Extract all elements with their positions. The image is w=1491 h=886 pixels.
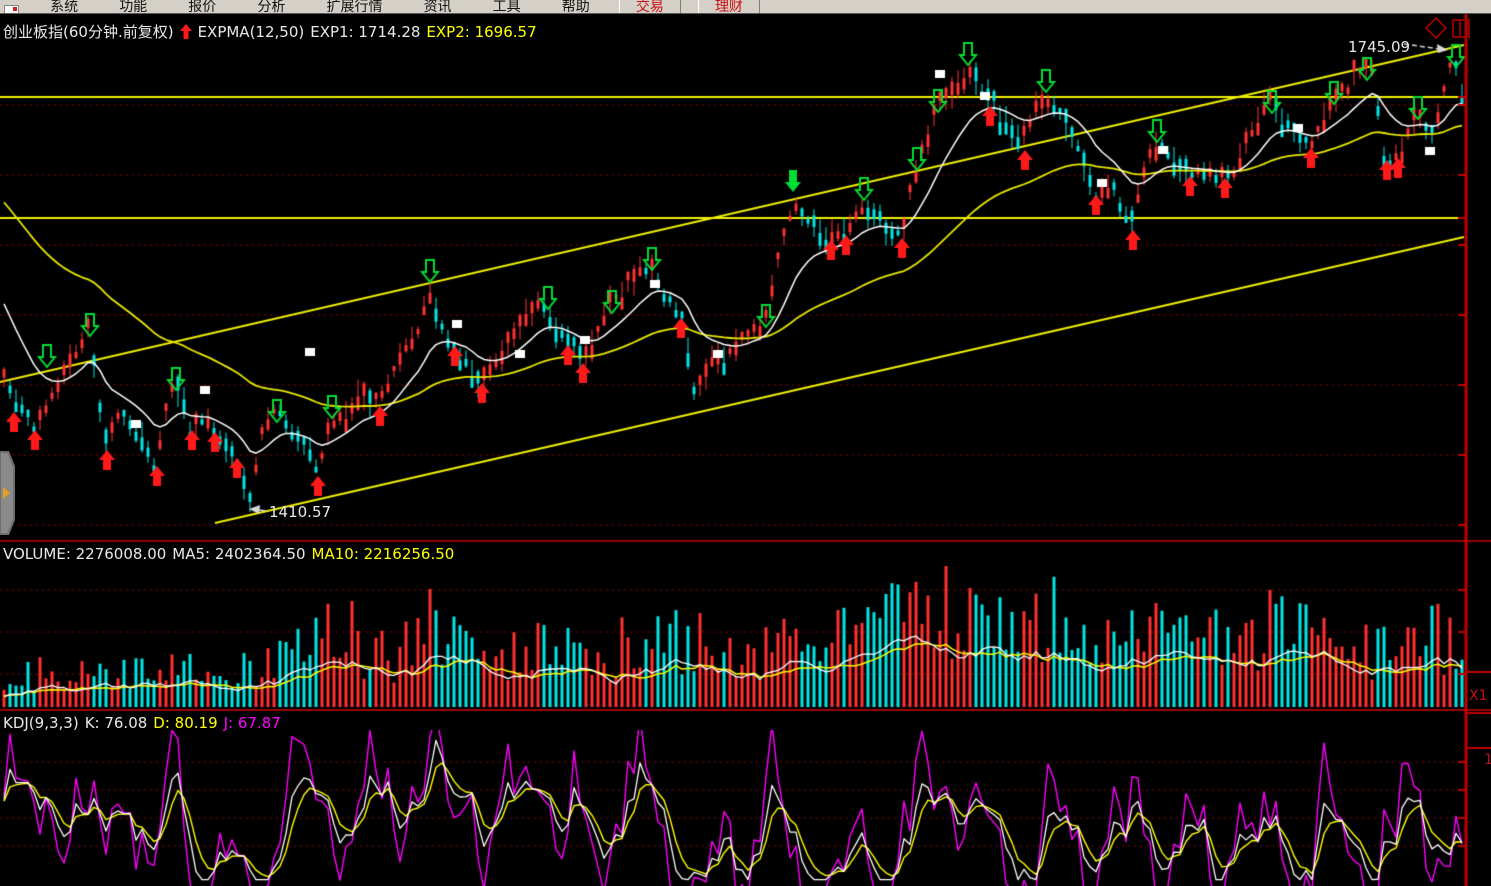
kdj-header: KDJ(9,3,3) K: 76.08 D: 80.19 J: 67.87 <box>3 714 281 732</box>
menu-item-analysis[interactable]: 分析 <box>257 0 286 14</box>
volume-ma10: MA10: 2216256.50 <box>311 545 455 563</box>
low-price-annotation: 1410.57 <box>269 503 332 521</box>
volume-ma5: MA5: 2402364.50 <box>172 545 306 563</box>
up-arrow-icon <box>179 24 192 39</box>
kdj-scale-label: 1 <box>1484 752 1491 768</box>
menu-item-extended[interactable]: 扩展行情 <box>326 0 383 14</box>
volume-multiplier-label: X1 <box>1469 688 1488 704</box>
menubar-ad-text: 证券交易不堵单·电脑版操盘 <box>1048 0 1220 3</box>
app-icon[interactable] <box>4 5 19 13</box>
exp1-value: EXP1: 1714.28 <box>310 22 421 41</box>
page-marker-icon[interactable] <box>1452 19 1470 38</box>
expand-arrow-icon <box>3 487 10 499</box>
exp2-value: EXP2: 1696.57 <box>426 22 537 41</box>
menu-bar: 系统 功能 报价 分析 扩展行情 资讯 工具 帮助 交易 理财 证券交易不堵单·… <box>0 0 1491 14</box>
indicator-name: EXPMA(12,50) <box>197 22 305 41</box>
main-chart-header: 创业板指(60分钟.前复权) EXPMA(12,50) EXP1: 1714.2… <box>3 21 537 42</box>
volume-header: VOLUME: 2276008.00 MA5: 2402364.50 MA10:… <box>3 545 454 563</box>
menu-item-quotes[interactable]: 报价 <box>188 0 217 14</box>
menu-item-system[interactable]: 系统 <box>50 0 79 14</box>
high-price-annotation: 1745.09 <box>1348 38 1411 56</box>
menu-item-tools[interactable]: 工具 <box>492 0 521 14</box>
sidebar-expand-handle[interactable] <box>0 451 15 535</box>
kdj-k-value: K: 76.08 <box>84 714 148 732</box>
kdj-d-value: D: 80.19 <box>153 714 218 732</box>
trade-button[interactable]: 交易 <box>618 0 681 13</box>
instrument-title: 创业板指(60分钟.前复权) <box>3 23 174 41</box>
kdj-j-value: J: 67.87 <box>223 714 281 732</box>
wealth-button[interactable]: 理财 <box>697 0 760 13</box>
menu-item-news[interactable]: 资讯 <box>423 0 452 14</box>
kdj-name: KDJ(9,3,3) <box>3 714 79 732</box>
menu-item-function[interactable]: 功能 <box>119 0 148 14</box>
menu-item-help[interactable]: 帮助 <box>561 0 590 14</box>
volume-value: VOLUME: 2276008.00 <box>3 545 167 563</box>
